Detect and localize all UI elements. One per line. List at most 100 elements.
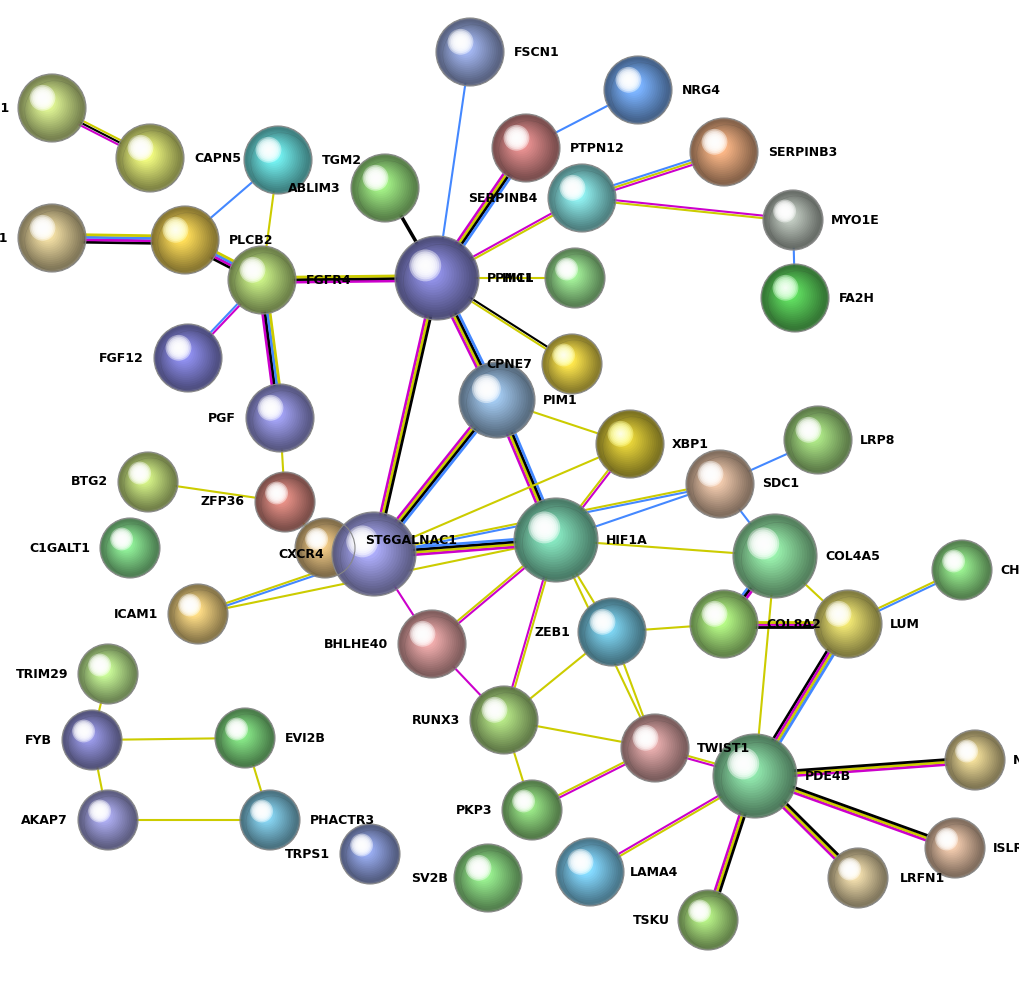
Circle shape [168, 338, 202, 372]
Circle shape [560, 352, 566, 358]
Circle shape [709, 137, 730, 158]
Circle shape [737, 758, 761, 783]
Circle shape [489, 706, 510, 726]
Circle shape [709, 137, 718, 147]
Circle shape [475, 865, 481, 871]
Circle shape [784, 406, 851, 474]
Circle shape [22, 208, 79, 266]
Circle shape [314, 536, 319, 542]
Circle shape [441, 24, 495, 78]
Circle shape [417, 629, 437, 650]
Circle shape [569, 184, 575, 191]
Circle shape [833, 609, 843, 618]
Circle shape [366, 168, 385, 187]
Circle shape [87, 799, 125, 838]
Circle shape [733, 514, 816, 598]
Circle shape [797, 418, 819, 441]
Circle shape [751, 531, 774, 555]
Circle shape [248, 265, 257, 275]
Circle shape [546, 530, 550, 535]
Circle shape [92, 804, 118, 830]
Circle shape [271, 487, 282, 499]
Circle shape [461, 364, 532, 436]
Circle shape [783, 286, 787, 290]
Circle shape [259, 141, 289, 172]
Circle shape [350, 834, 385, 870]
Circle shape [746, 528, 797, 578]
Circle shape [689, 590, 757, 658]
Circle shape [764, 268, 822, 326]
Circle shape [114, 531, 128, 546]
Circle shape [476, 380, 510, 413]
Circle shape [98, 810, 101, 812]
Circle shape [795, 417, 820, 443]
Circle shape [257, 139, 293, 176]
Circle shape [251, 133, 302, 184]
Circle shape [138, 471, 141, 474]
Circle shape [613, 428, 637, 452]
Text: AKAP7: AKAP7 [21, 813, 68, 826]
Circle shape [90, 655, 109, 675]
Circle shape [603, 56, 672, 124]
Circle shape [257, 807, 266, 815]
Circle shape [613, 66, 657, 110]
Circle shape [567, 849, 593, 875]
Circle shape [136, 468, 144, 477]
Circle shape [710, 139, 728, 156]
Circle shape [549, 341, 591, 384]
Circle shape [734, 516, 814, 596]
Circle shape [547, 164, 615, 232]
Circle shape [780, 283, 790, 293]
Circle shape [553, 346, 584, 377]
Circle shape [238, 732, 242, 735]
Circle shape [637, 731, 664, 758]
Circle shape [704, 132, 723, 152]
Circle shape [363, 543, 371, 551]
Circle shape [470, 860, 486, 876]
Circle shape [637, 730, 653, 745]
Circle shape [531, 516, 573, 557]
Circle shape [398, 240, 474, 316]
Circle shape [837, 858, 873, 894]
Circle shape [358, 537, 366, 545]
Circle shape [582, 602, 639, 660]
Circle shape [589, 609, 630, 650]
Circle shape [360, 844, 363, 846]
Circle shape [35, 221, 62, 247]
Circle shape [232, 250, 289, 308]
Circle shape [263, 146, 283, 166]
Circle shape [91, 657, 108, 673]
Circle shape [307, 529, 326, 549]
Circle shape [88, 800, 111, 822]
Circle shape [235, 728, 237, 731]
Circle shape [222, 716, 264, 757]
Circle shape [253, 803, 270, 819]
Circle shape [353, 532, 386, 566]
Circle shape [450, 33, 470, 51]
Circle shape [246, 263, 259, 276]
Circle shape [560, 176, 583, 199]
Circle shape [521, 800, 533, 811]
Circle shape [32, 217, 54, 239]
Circle shape [743, 765, 752, 773]
Circle shape [157, 212, 211, 266]
Circle shape [564, 179, 580, 196]
Circle shape [521, 505, 588, 572]
Circle shape [351, 530, 388, 569]
Circle shape [376, 179, 382, 186]
Circle shape [474, 378, 513, 415]
Circle shape [774, 278, 808, 312]
Circle shape [343, 827, 394, 879]
Circle shape [473, 864, 493, 883]
Circle shape [473, 376, 498, 401]
Circle shape [351, 835, 384, 868]
Circle shape [337, 518, 409, 589]
Circle shape [554, 258, 590, 294]
Circle shape [125, 134, 170, 177]
Circle shape [775, 202, 793, 220]
Circle shape [749, 529, 776, 557]
Circle shape [449, 32, 483, 66]
Circle shape [22, 78, 79, 136]
Circle shape [789, 411, 843, 466]
Circle shape [36, 221, 49, 235]
